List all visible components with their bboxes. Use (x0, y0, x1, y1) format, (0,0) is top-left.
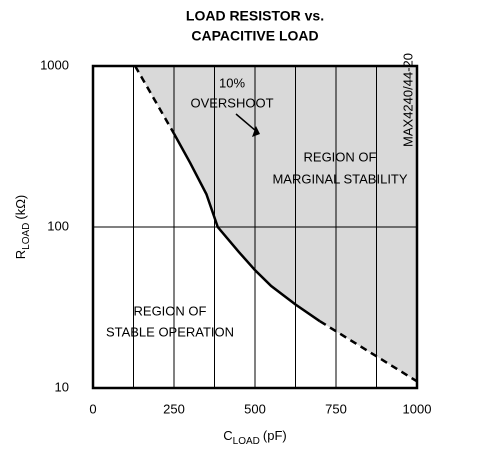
marginal-region (135, 66, 417, 382)
chart-title: LOAD RESISTOR vs. (186, 8, 324, 24)
y-tick-label: 100 (47, 218, 69, 233)
plot-frame (91, 64, 419, 390)
annotation: REGION OF (304, 149, 377, 164)
x-tick-label: 1000 (403, 401, 432, 416)
arrow-shaft (235, 113, 257, 132)
annotation: 10% (219, 75, 245, 90)
y-axis-label: RLOAD (kΩ) (13, 195, 31, 260)
chart-title: CAPACITIVE LOAD (191, 28, 318, 44)
annotation: OVERSHOOT (190, 95, 273, 110)
x-label-sub: LOAD (233, 436, 260, 447)
x-tick-label: 750 (325, 401, 347, 416)
y-tick-label: 10 (55, 379, 69, 394)
y-tick-label: 1000 (40, 57, 69, 72)
annotation: MARGINAL STABILITY (272, 171, 407, 186)
side-note: MAX4240/44-20 (400, 53, 415, 147)
y-label-main: R (13, 250, 28, 259)
arrow-head (252, 126, 260, 137)
curve (134, 65, 176, 135)
annotation: REGION OF (134, 303, 207, 318)
y-label-unit: (kΩ) (13, 195, 28, 220)
curve (172, 133, 321, 323)
y-label-sub: LOAD (21, 223, 32, 250)
x-label-unit: (pF) (263, 428, 287, 443)
annotation: STABLE OPERATION (106, 324, 234, 339)
x-tick-label: 250 (163, 401, 185, 416)
x-label-main: C (223, 428, 232, 443)
x-tick-label: 0 (89, 401, 96, 416)
x-axis-label: CLOAD (pF) (223, 428, 286, 446)
x-tick-label: 500 (244, 401, 266, 416)
